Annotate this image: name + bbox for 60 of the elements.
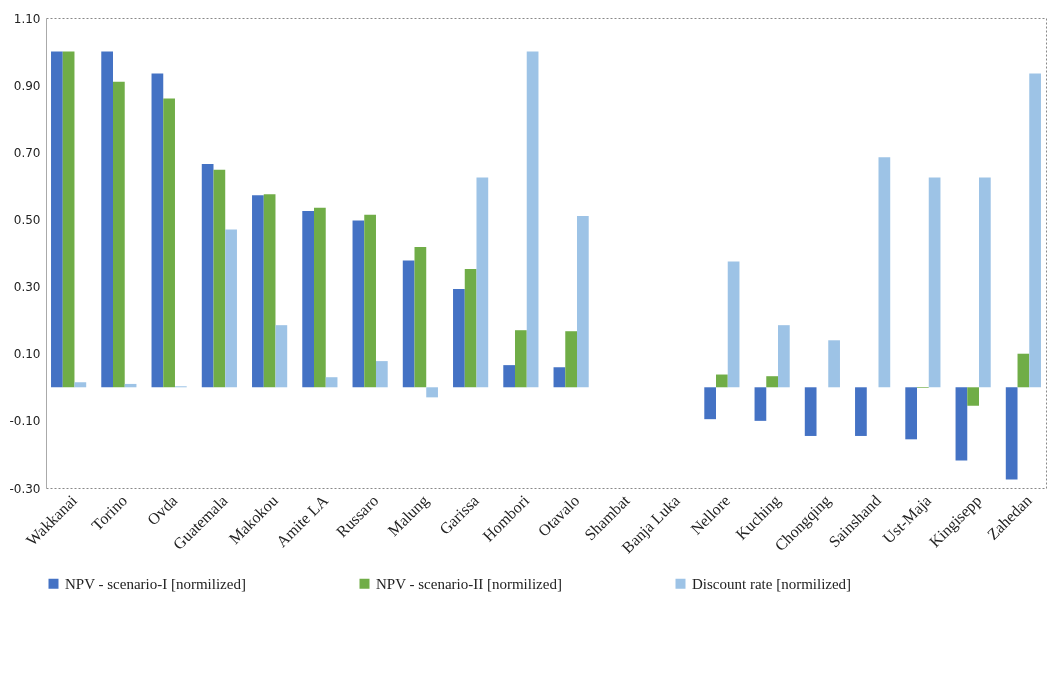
bar xyxy=(453,288,465,388)
bar xyxy=(955,387,968,461)
bar xyxy=(576,216,589,388)
bar xyxy=(804,387,817,436)
bar xyxy=(402,260,415,388)
bar xyxy=(503,365,516,388)
bar xyxy=(163,98,175,388)
legend-label: Discount rate [normilized] xyxy=(692,575,852,592)
y-tick-label: 1.10 xyxy=(13,11,41,26)
bar xyxy=(225,229,237,388)
bar xyxy=(352,220,365,388)
bar xyxy=(414,246,427,388)
bar xyxy=(113,81,125,388)
bar xyxy=(979,177,991,388)
bar xyxy=(565,331,577,388)
bar xyxy=(526,51,539,388)
y-tick-label: 0.10 xyxy=(13,347,41,362)
bar xyxy=(1017,353,1030,388)
bar xyxy=(375,361,388,388)
bar xyxy=(151,73,164,388)
bar xyxy=(101,51,113,388)
bar xyxy=(727,261,740,388)
bar xyxy=(777,325,790,388)
y-tick-label: 0.90 xyxy=(13,78,41,93)
bar xyxy=(464,269,477,388)
bar xyxy=(905,387,918,440)
bar xyxy=(828,340,840,388)
y-tick-label: 0.30 xyxy=(13,280,41,295)
bar xyxy=(476,177,489,388)
bar xyxy=(314,207,326,388)
bar xyxy=(213,169,226,388)
bar xyxy=(275,325,288,388)
bar xyxy=(967,387,979,406)
y-tick-label: 0.70 xyxy=(13,145,41,160)
y-tick-label: -0.30 xyxy=(9,481,41,496)
bar xyxy=(426,387,438,398)
bar xyxy=(754,387,767,421)
bar xyxy=(704,387,717,420)
bar xyxy=(263,194,276,388)
legend-label: NPV - scenario-II [normilized] xyxy=(376,575,562,592)
bar xyxy=(325,377,338,388)
bar xyxy=(1005,387,1018,480)
bar xyxy=(928,177,941,388)
bar xyxy=(51,51,63,388)
bar xyxy=(878,157,891,388)
bar xyxy=(716,374,728,388)
bar xyxy=(201,164,214,388)
y-tick-label: 0.50 xyxy=(13,212,41,227)
bar xyxy=(1029,73,1041,388)
bar xyxy=(364,214,376,388)
legend-label: NPV - scenario-I [normilized] xyxy=(65,575,246,592)
bar xyxy=(855,387,867,436)
bar xyxy=(62,51,75,388)
bar xyxy=(766,376,778,388)
bar xyxy=(252,195,264,388)
bar xyxy=(74,382,87,388)
bar xyxy=(302,211,315,388)
bar xyxy=(553,367,566,388)
bar xyxy=(515,330,527,388)
y-tick-label: -0.10 xyxy=(9,414,41,429)
